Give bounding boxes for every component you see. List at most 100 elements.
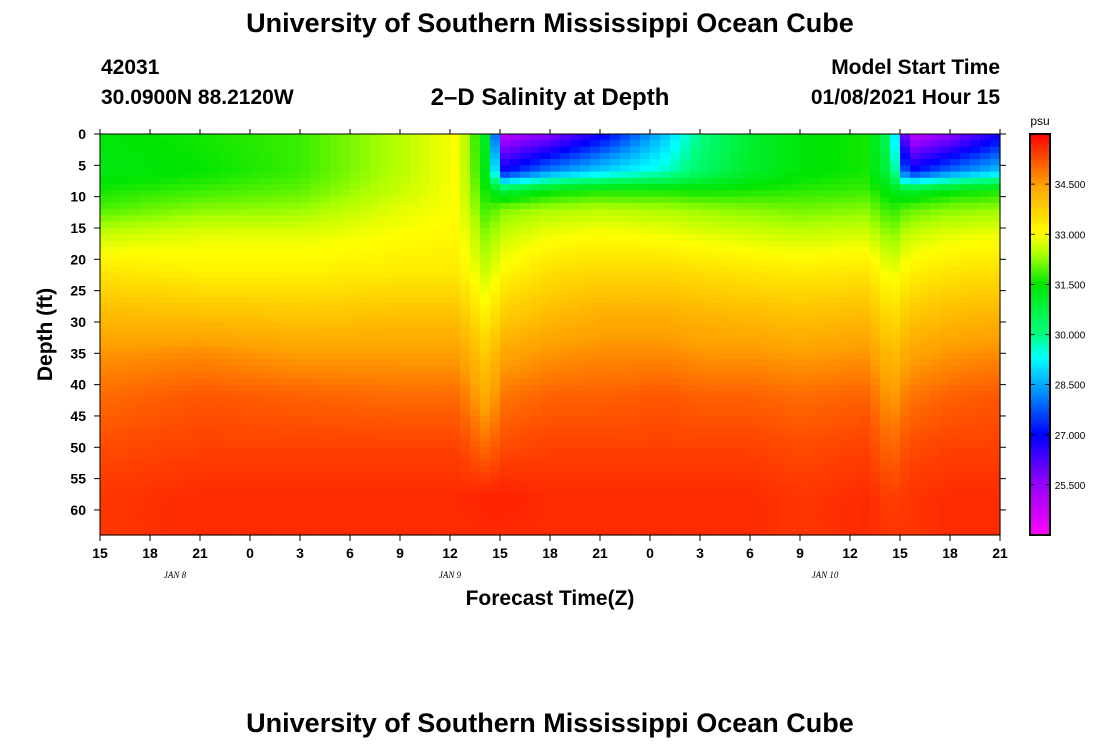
heatmap-cell (250, 447, 261, 455)
heatmap-cell (950, 134, 961, 141)
heatmap-cell (840, 428, 851, 436)
heatmap-cell (610, 359, 621, 367)
heatmap-cell (580, 309, 591, 317)
heatmap-cell (250, 265, 261, 273)
heatmap-cell (440, 171, 451, 179)
heatmap-cell (270, 359, 281, 367)
heatmap-cell (790, 215, 801, 223)
heatmap-cell (490, 384, 501, 392)
heatmap-cell (230, 159, 241, 166)
heatmap-cell (480, 146, 491, 154)
heatmap-cell (380, 209, 391, 217)
heatmap-cell (260, 190, 271, 198)
heatmap-cell (380, 403, 391, 411)
heatmap-cell (190, 177, 201, 185)
heatmap-cell (840, 234, 851, 242)
heatmap-cell (910, 422, 921, 430)
heatmap-cell (240, 190, 251, 198)
heatmap-cell (670, 334, 681, 342)
heatmap-cell (270, 347, 281, 354)
heatmap-cell (540, 171, 551, 179)
heatmap-cell (990, 221, 1001, 229)
heatmap-cell (100, 209, 111, 217)
heatmap-cell (190, 246, 201, 254)
heatmap-cell (440, 409, 451, 417)
heatmap-cell (280, 159, 291, 166)
heatmap-cell (500, 365, 511, 373)
heatmap-cell (610, 221, 621, 229)
heatmap-cell (260, 409, 271, 417)
heatmap-cell (410, 372, 421, 379)
heatmap-cell (470, 221, 481, 229)
heatmap-cell (930, 384, 941, 392)
heatmap-cell (700, 328, 711, 336)
heatmap-cell (340, 253, 351, 260)
heatmap-cell (490, 240, 501, 248)
heatmap-cell (980, 184, 991, 191)
heatmap-cell (580, 152, 591, 160)
heatmap-cell (100, 140, 111, 148)
heatmap-cell (200, 453, 211, 461)
heatmap-cell (620, 265, 631, 273)
heatmap-cell (380, 246, 391, 254)
heatmap-cell (380, 234, 391, 242)
heatmap-cell (820, 146, 831, 154)
heatmap-cell (320, 253, 331, 260)
heatmap-cell (750, 321, 761, 329)
heatmap-cell (740, 240, 751, 248)
heatmap-cell (760, 177, 771, 185)
heatmap-cell (230, 221, 241, 229)
heatmap-cell (610, 234, 621, 242)
heatmap-cell (920, 459, 931, 467)
heatmap-cell (860, 340, 871, 348)
heatmap-cell (460, 290, 471, 298)
heatmap-cell (750, 215, 761, 223)
heatmap-cell (960, 472, 971, 480)
heatmap-cell (420, 140, 431, 148)
heatmap-cell (730, 459, 741, 467)
heatmap-cell (990, 409, 1001, 417)
heatmap-cell (310, 278, 321, 285)
heatmap-cell (700, 152, 711, 160)
heatmap-cell (770, 165, 781, 173)
heatmap-cell (540, 353, 551, 361)
heatmap-cell (620, 353, 631, 361)
heatmap-cell (350, 190, 361, 198)
heatmap-cell (740, 246, 751, 254)
heatmap-cell (640, 472, 651, 480)
heatmap-cell (260, 234, 271, 242)
heatmap-cell (360, 159, 371, 166)
heatmap-cell (920, 240, 931, 248)
heatmap-cell (900, 397, 911, 405)
heatmap-cell (840, 472, 851, 480)
heatmap-cell (250, 240, 261, 248)
heatmap-cell (250, 409, 261, 417)
heatmap-cell (560, 240, 571, 248)
heatmap-cell (690, 221, 701, 229)
heatmap-cell (450, 447, 461, 455)
heatmap-cell (520, 347, 531, 354)
heatmap-cell (650, 372, 661, 379)
heatmap-cell (910, 171, 921, 179)
heatmap-cell (710, 303, 721, 311)
heatmap-cell (930, 165, 941, 173)
heatmap-cell (920, 165, 931, 173)
heatmap-cell (930, 353, 941, 361)
heatmap-cell (680, 434, 691, 442)
heatmap-cell (460, 315, 471, 323)
heatmap-cell (760, 190, 771, 198)
heatmap-cell (150, 365, 161, 373)
heatmap-cell (980, 415, 991, 423)
heatmap-cell (530, 441, 541, 448)
heatmap-cell (850, 347, 861, 354)
heatmap-cell (510, 303, 521, 311)
heatmap-cell (510, 409, 521, 417)
heatmap-cell (790, 453, 801, 461)
heatmap-cell (400, 253, 411, 260)
heatmap-cell (590, 365, 601, 373)
heatmap-cell (390, 441, 401, 448)
heatmap-cell (280, 441, 291, 448)
heatmap-cell (110, 284, 121, 292)
heatmap-cell (380, 472, 391, 480)
heatmap-cell (520, 190, 531, 198)
